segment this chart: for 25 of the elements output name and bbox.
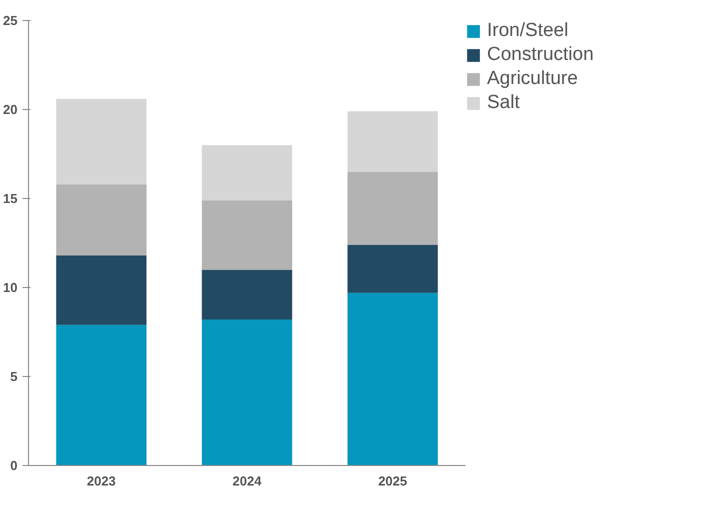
bar xyxy=(56,184,146,256)
y-tick-label: 0 xyxy=(10,458,18,473)
bar xyxy=(348,244,438,293)
x-tick-label: 2024 xyxy=(232,474,262,488)
y-tick-label: 25 xyxy=(3,13,18,28)
bar xyxy=(56,255,146,325)
bar xyxy=(56,324,146,466)
bar xyxy=(202,320,292,466)
legend-label: Agriculture xyxy=(487,68,578,90)
bar xyxy=(202,270,292,320)
bar xyxy=(348,111,438,172)
bar xyxy=(348,172,438,245)
y-tick-label: 15 xyxy=(3,191,18,206)
x-tick-label: 2025 xyxy=(378,474,408,488)
bar xyxy=(56,98,146,184)
legend-label: Iron/Steel xyxy=(487,20,568,42)
y-tick-label: 10 xyxy=(3,280,18,295)
bar xyxy=(202,145,292,200)
bar xyxy=(202,200,292,270)
legend-label: Salt xyxy=(487,92,520,114)
y-tick-label: 20 xyxy=(3,102,18,117)
legend-label: Construction xyxy=(487,44,594,66)
bar xyxy=(348,292,438,466)
x-tick-label: 2023 xyxy=(86,474,116,488)
y-tick-label: 5 xyxy=(10,369,18,384)
